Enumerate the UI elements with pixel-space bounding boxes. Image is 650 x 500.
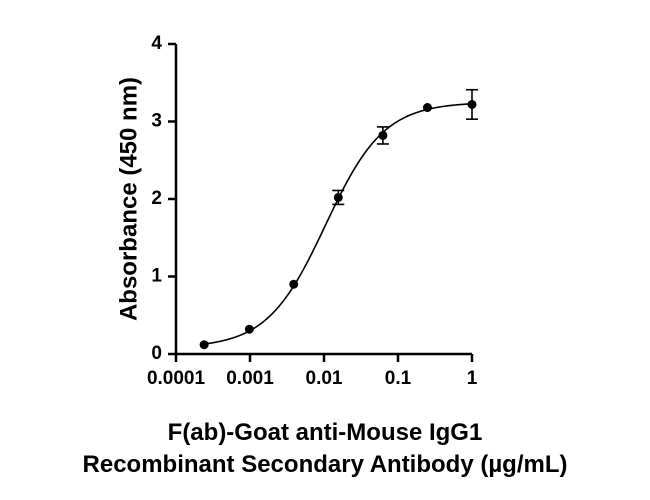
- x-tick-label: 0.001: [226, 368, 274, 389]
- data-points: [199, 99, 477, 350]
- data-point: [333, 192, 343, 202]
- data-point: [422, 103, 432, 113]
- data-point: [244, 324, 254, 334]
- fit-curve-layer: [204, 102, 473, 345]
- error-bars: [332, 88, 478, 206]
- y-axis-title: Absorbance (450 nm): [115, 77, 142, 321]
- y-tick-label: 2: [151, 188, 162, 209]
- y-axis: 0 1 2 3 4: [151, 33, 178, 364]
- y-tick-label: 0: [151, 343, 162, 364]
- x-axis-title-line2: Recombinant Secondary Antibody (µg/mL): [83, 451, 568, 478]
- data-point: [289, 279, 299, 289]
- x-axis-title-line1: F(ab)-Goat anti-Mouse IgG1: [168, 419, 483, 446]
- y-ticks: 0 1 2 3 4: [151, 33, 176, 364]
- data-point: [199, 340, 209, 350]
- x-tick-label: 0.01: [306, 368, 343, 389]
- y-tick-label: 4: [151, 33, 162, 54]
- y-tick-label: 3: [151, 111, 162, 132]
- x-ticks: 0.0001 0.001 0.01 0.1 1: [147, 354, 478, 389]
- fit-curve: [204, 102, 473, 345]
- x-tick-label: 1: [467, 368, 478, 389]
- data-point: [378, 130, 388, 140]
- x-tick-label: 0.0001: [147, 368, 206, 389]
- x-axis: 0.0001 0.001 0.01 0.1 1: [147, 352, 478, 389]
- y-tick-label: 1: [151, 266, 162, 287]
- data-point: [467, 99, 477, 109]
- x-tick-label: 0.1: [385, 368, 412, 389]
